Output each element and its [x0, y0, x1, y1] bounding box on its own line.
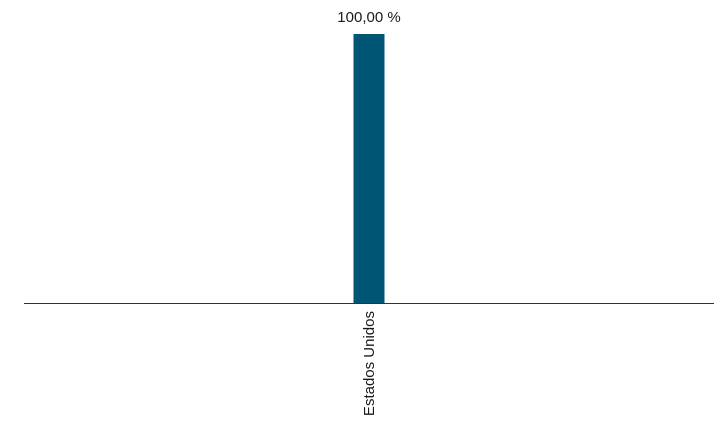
x-tick-label-0: Estados Unidos: [361, 311, 378, 416]
bar-0: [353, 34, 385, 303]
chart-labels: 100,00 % Estados Unidos: [337, 9, 400, 416]
chart-marks: [353, 34, 385, 303]
data-label-0: 100,00 %: [337, 9, 400, 26]
